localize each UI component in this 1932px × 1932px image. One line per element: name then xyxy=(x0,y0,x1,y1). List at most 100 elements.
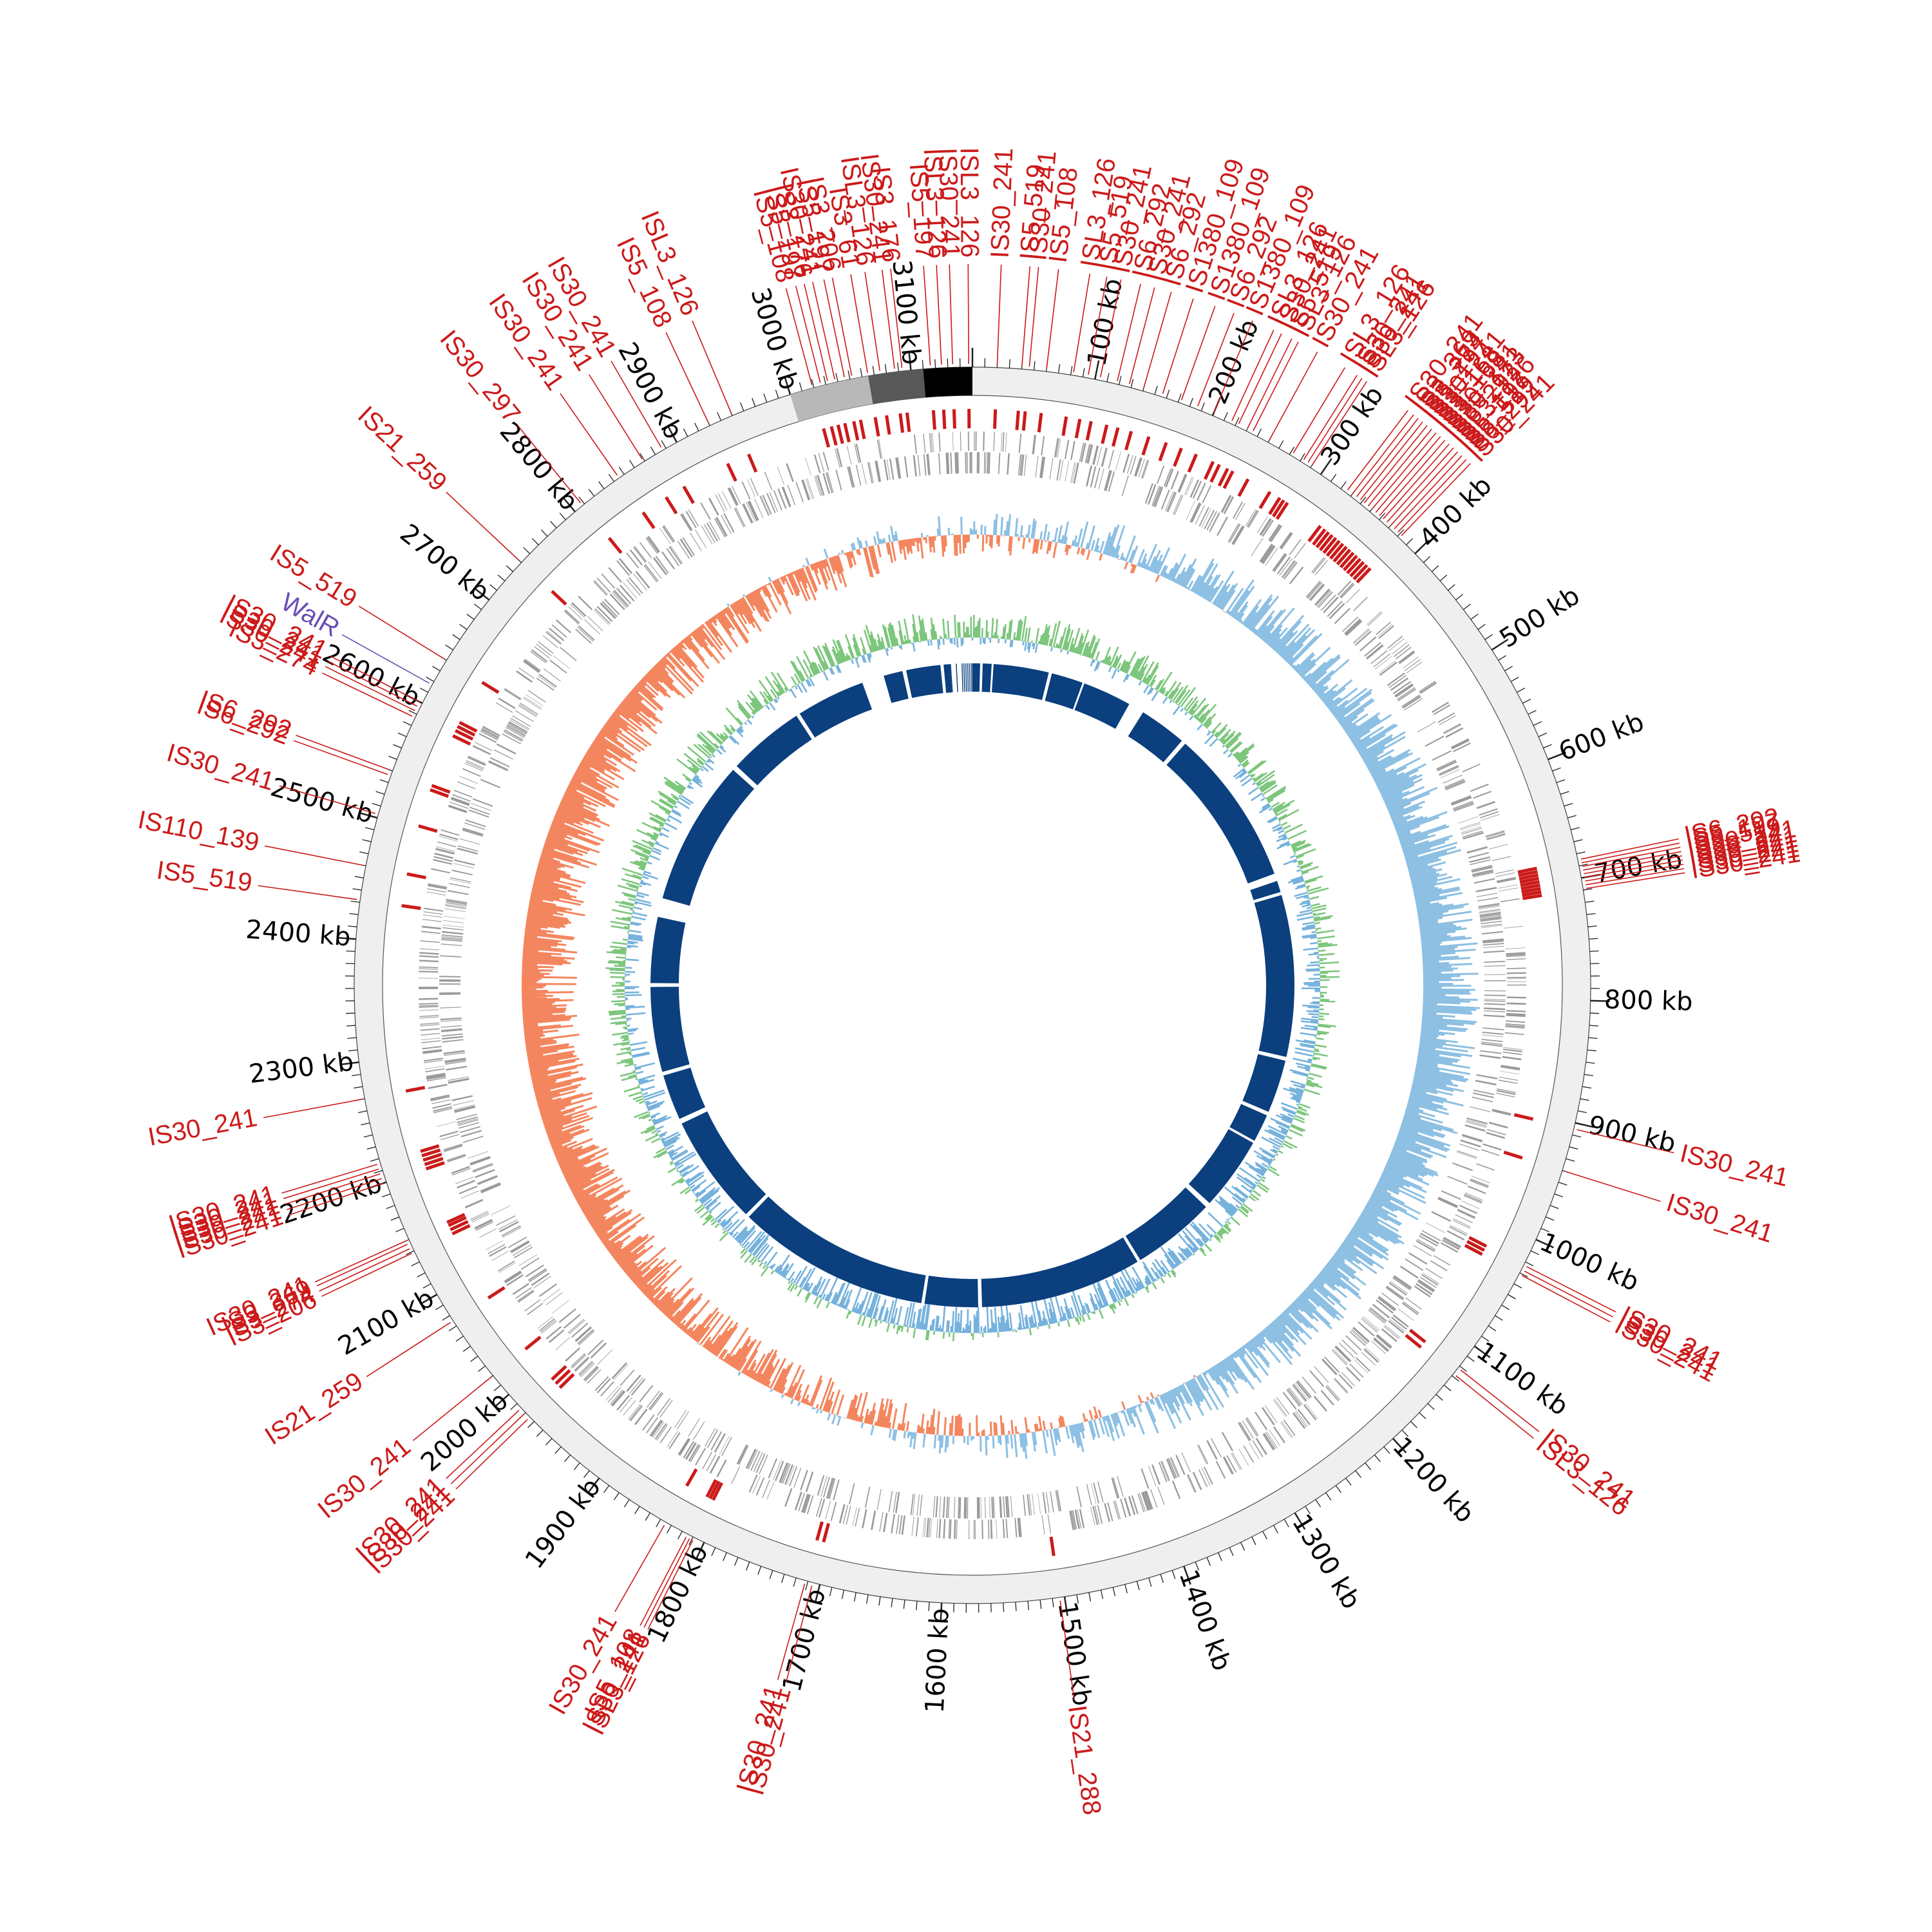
cds-block xyxy=(472,1162,493,1171)
major-tick xyxy=(358,811,378,819)
is-leader-line xyxy=(1397,459,1467,533)
cds-block xyxy=(605,1385,619,1401)
cds-block xyxy=(1484,990,1506,992)
contig-segments xyxy=(790,367,972,422)
inner-block xyxy=(956,663,958,692)
cds-block xyxy=(1296,1381,1311,1399)
cds-block xyxy=(613,1364,629,1380)
cds-block xyxy=(531,649,548,663)
cds-block xyxy=(426,1077,446,1082)
cds-block xyxy=(480,1182,501,1192)
major-tick xyxy=(1320,458,1332,475)
cds-block xyxy=(468,810,489,818)
cds-block xyxy=(1294,1411,1307,1428)
cds-block xyxy=(1467,1185,1486,1195)
cds-block xyxy=(1276,556,1291,574)
cds-block xyxy=(420,940,440,943)
cds-block xyxy=(1206,511,1217,531)
minor-tick xyxy=(1558,1182,1567,1186)
cds-block xyxy=(1033,435,1037,455)
cds-block xyxy=(1007,1496,1010,1518)
cds-block xyxy=(426,1075,446,1080)
cds-block xyxy=(1005,1496,1009,1518)
cds-block xyxy=(1463,1195,1482,1204)
cds-block xyxy=(1442,1239,1460,1251)
cds-block xyxy=(1381,1328,1397,1342)
cds-block xyxy=(645,537,658,554)
cds-block xyxy=(1388,675,1407,688)
cds-block xyxy=(459,1126,481,1133)
cds-block xyxy=(1274,1398,1287,1417)
cds-block xyxy=(1017,1517,1021,1537)
inner-block xyxy=(1229,1104,1267,1141)
minor-tick xyxy=(346,950,355,952)
cds-block xyxy=(1484,999,1506,1001)
cds-block xyxy=(1367,612,1383,627)
cds-block xyxy=(784,1488,793,1507)
cds-block xyxy=(536,643,552,657)
cds-block xyxy=(1359,636,1377,652)
cds-block xyxy=(593,580,608,596)
cds-block xyxy=(1081,442,1086,462)
cds-block xyxy=(1342,616,1359,632)
cds-block xyxy=(1297,1408,1311,1425)
cds-block xyxy=(928,1518,931,1538)
cds-block xyxy=(1074,1510,1081,1530)
cds-block xyxy=(957,452,960,474)
cds-block xyxy=(1338,1342,1355,1358)
cds-block xyxy=(421,1032,440,1036)
cds-block xyxy=(421,931,441,934)
cds-block xyxy=(457,1116,478,1123)
cds-block xyxy=(738,1445,749,1465)
cds-block xyxy=(1297,1380,1312,1397)
cds-block xyxy=(1376,1299,1394,1314)
cds-block xyxy=(1003,1496,1005,1518)
inner-block xyxy=(662,770,755,906)
cds-block xyxy=(1252,1440,1264,1457)
minor-tick xyxy=(462,1345,471,1352)
cds-block xyxy=(611,1390,626,1407)
is-element-mark xyxy=(852,421,860,441)
minor-tick xyxy=(769,1570,773,1579)
cds-block xyxy=(1419,681,1436,693)
is-leader-line xyxy=(1307,377,1363,463)
inner-block xyxy=(972,663,980,692)
cds-block xyxy=(1245,509,1256,526)
cds-block xyxy=(1502,1048,1522,1052)
cds-block xyxy=(889,458,895,480)
minor-tick xyxy=(1278,440,1284,449)
cds-block xyxy=(462,829,483,837)
cds-block xyxy=(1045,1492,1050,1513)
is-leader-line xyxy=(588,374,643,460)
is-leader-line xyxy=(1213,320,1253,413)
is-element-mark xyxy=(1275,502,1289,520)
minor-tick xyxy=(1545,1217,1555,1221)
cds-block xyxy=(509,719,529,731)
cds-block xyxy=(871,1510,876,1530)
minor-tick xyxy=(1470,614,1479,620)
cds-block xyxy=(849,1483,855,1504)
cds-block xyxy=(1470,1106,1491,1113)
cds-block xyxy=(620,1369,635,1387)
cds-block xyxy=(1501,1066,1520,1071)
is-element-mark xyxy=(712,1482,723,1501)
cds-block xyxy=(428,883,448,889)
cds-block xyxy=(1484,1003,1506,1005)
cds-block xyxy=(440,955,462,958)
is-element-label: IS30_241 xyxy=(1678,1139,1792,1193)
cds-block xyxy=(685,511,697,529)
is-element-label: ISL3_126 xyxy=(955,147,984,258)
is-element-label: IS30_241 xyxy=(146,1103,259,1151)
cds-block xyxy=(1249,1442,1260,1460)
cds-block xyxy=(479,1228,497,1238)
cds-block xyxy=(822,451,829,471)
cds-block xyxy=(524,659,541,672)
cds-block xyxy=(1404,698,1423,711)
minor-tick xyxy=(1189,397,1193,407)
minor-tick xyxy=(459,623,468,630)
cds-block xyxy=(755,1477,765,1496)
inner-block xyxy=(1045,673,1083,710)
minor-tick xyxy=(1088,1592,1092,1602)
cds-block xyxy=(1388,638,1405,651)
minor-tick xyxy=(757,1566,762,1575)
